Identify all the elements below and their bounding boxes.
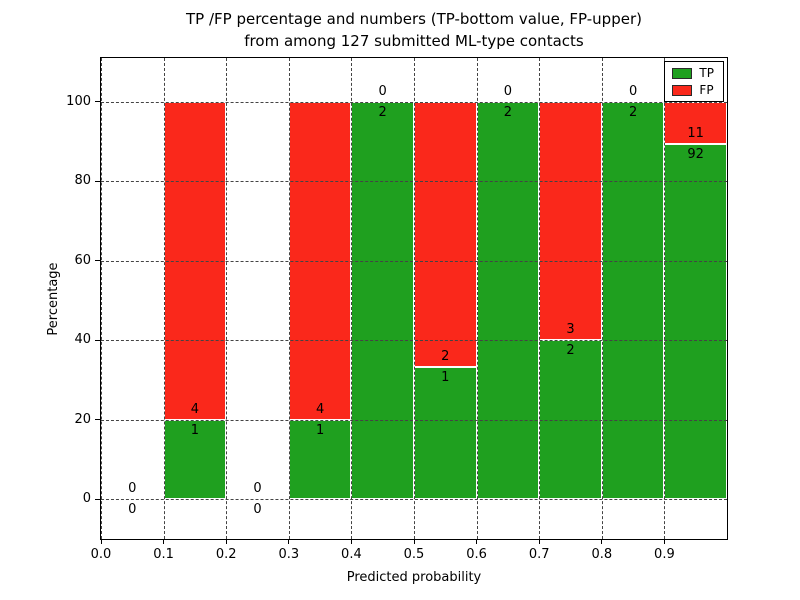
x-tick-mark bbox=[100, 539, 102, 544]
tp-bar bbox=[476, 101, 540, 500]
y-tick-label: 80 bbox=[74, 173, 91, 189]
tp-count-label: 1 bbox=[315, 422, 325, 438]
x-gridline bbox=[288, 58, 290, 539]
fp-bar bbox=[664, 101, 727, 145]
x-tick-label: 0.3 bbox=[278, 547, 300, 562]
fp-count-label: 0 bbox=[253, 481, 262, 497]
y-gridline bbox=[101, 181, 727, 183]
tp-bar bbox=[288, 419, 352, 500]
tp-count-label: 0 bbox=[253, 502, 262, 518]
fp-count-label: 0 bbox=[378, 83, 387, 99]
legend-item-label: TP bbox=[699, 66, 714, 80]
fp-count-label: 4 bbox=[315, 401, 325, 417]
tp-count-label: 92 bbox=[687, 147, 704, 163]
fp-bar bbox=[288, 101, 352, 420]
fp-count-label: 3 bbox=[566, 322, 575, 338]
x-gridline bbox=[163, 58, 165, 539]
x-tick-label: 0.0 bbox=[90, 547, 112, 562]
fp-count-label: 0 bbox=[628, 83, 638, 99]
y-tick-label: 0 bbox=[82, 491, 91, 507]
x-tick-label: 0.6 bbox=[466, 547, 487, 562]
legend-item: TP bbox=[672, 67, 714, 79]
x-gridline bbox=[414, 58, 415, 539]
fp-count-label: 4 bbox=[190, 401, 200, 417]
y-tick-label: 60 bbox=[74, 252, 91, 268]
legend: TP FP bbox=[664, 61, 724, 102]
fp-count-label: 2 bbox=[441, 348, 450, 364]
y-axis-label: Percentage bbox=[46, 261, 61, 336]
fp-legend-swatch bbox=[672, 84, 693, 96]
y-tick-mark bbox=[95, 419, 101, 421]
chart-title-line-2: from among 127 submitted ML-type contact… bbox=[244, 32, 584, 50]
tp-legend-swatch bbox=[672, 67, 693, 79]
x-tick-label: 0.2 bbox=[215, 547, 237, 562]
legend-item: FP bbox=[672, 84, 714, 96]
tp-count-label: 2 bbox=[566, 343, 575, 359]
tp-count-label: 2 bbox=[628, 104, 638, 120]
fp-count-label: 0 bbox=[128, 481, 137, 497]
x-gridline bbox=[101, 58, 102, 539]
fp-bar bbox=[414, 101, 477, 367]
y-gridline bbox=[101, 499, 727, 501]
x-tick-label: 0.8 bbox=[591, 547, 613, 562]
y-gridline bbox=[101, 340, 727, 342]
y-tick-label: 40 bbox=[74, 332, 91, 348]
tp-count-label: 1 bbox=[441, 369, 450, 385]
y-tick-mark bbox=[95, 339, 101, 341]
x-tick-label: 0.7 bbox=[528, 547, 550, 562]
plot-area: TP FP Predicted probability Percentage 0.… bbox=[46, 57, 728, 585]
x-tick-mark bbox=[476, 539, 478, 544]
x-tick-mark bbox=[350, 539, 352, 544]
x-tick-mark bbox=[163, 539, 165, 544]
x-gridline bbox=[664, 58, 666, 539]
tp-bar bbox=[414, 366, 477, 500]
y-tick-mark bbox=[95, 180, 101, 182]
x-tick-mark bbox=[601, 539, 603, 544]
x-tick-label: 0.4 bbox=[341, 547, 362, 562]
y-tick-label: 100 bbox=[66, 93, 91, 109]
tp-count-label: 1 bbox=[190, 422, 200, 438]
x-tick-mark bbox=[413, 539, 415, 544]
y-tick-mark bbox=[95, 498, 101, 500]
legend-item-label: FP bbox=[699, 83, 714, 97]
tp-count-label: 2 bbox=[378, 104, 387, 120]
y-tick-mark bbox=[95, 260, 101, 262]
tp-bar bbox=[601, 101, 665, 500]
tp-bar bbox=[664, 144, 727, 500]
y-gridline bbox=[101, 101, 727, 103]
x-gridline bbox=[351, 58, 353, 539]
x-tick-label: 0.5 bbox=[403, 547, 425, 562]
y-tick-label: 20 bbox=[74, 411, 91, 427]
chart-title: TP /FP percentage and numbers (TP-bottom… bbox=[100, 8, 728, 52]
fp-bar bbox=[539, 101, 602, 341]
fp-count-label: 11 bbox=[687, 126, 704, 142]
x-tick-mark bbox=[538, 539, 540, 544]
x-tick-mark bbox=[288, 539, 290, 544]
tp-count-label: 2 bbox=[503, 104, 513, 120]
x-tick-mark bbox=[663, 539, 665, 544]
tp-bar bbox=[351, 101, 414, 500]
y-gridline bbox=[101, 419, 727, 421]
x-tick-label: 0.1 bbox=[153, 547, 174, 562]
chart-title-line-1: TP /FP percentage and numbers (TP-bottom… bbox=[186, 10, 642, 28]
y-tick-mark bbox=[95, 101, 101, 103]
x-gridline bbox=[539, 58, 541, 539]
x-tick-mark bbox=[225, 539, 227, 544]
x-gridline bbox=[226, 58, 228, 539]
fp-count-label: 0 bbox=[503, 83, 513, 99]
x-gridline bbox=[476, 58, 478, 539]
x-gridline bbox=[601, 58, 603, 539]
y-gridline bbox=[101, 260, 727, 262]
fp-bar bbox=[163, 101, 227, 420]
tp-count-label: 0 bbox=[128, 502, 137, 518]
x-axis-label: Predicted probability bbox=[346, 570, 482, 585]
x-tick-label: 0.9 bbox=[654, 547, 675, 562]
